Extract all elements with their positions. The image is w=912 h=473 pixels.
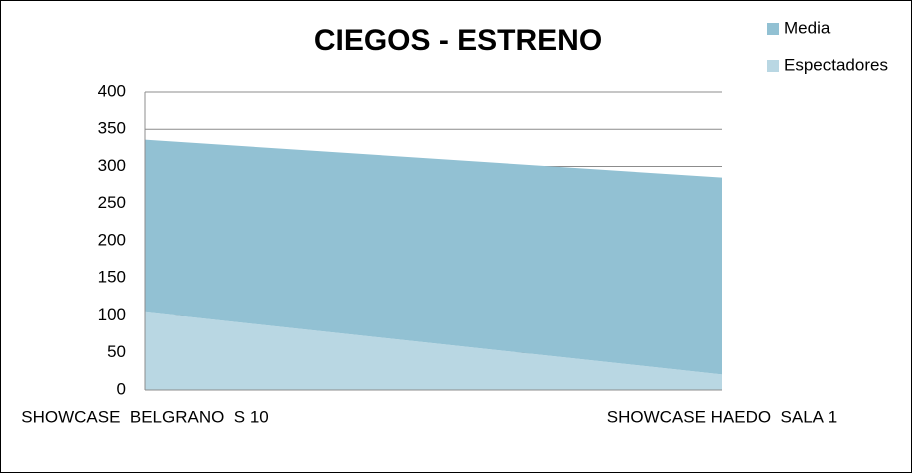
legend-label: Espectadores [784, 55, 888, 74]
y-tick-label: 100 [98, 305, 126, 324]
legend-swatch [767, 60, 779, 72]
y-tick-label: 0 [117, 379, 126, 398]
x-tick-label: SHOWCASE HAEDO SALA 1 [607, 407, 838, 426]
y-tick-label: 400 [98, 81, 126, 100]
y-tick-label: 200 [98, 230, 126, 249]
y-tick-label: 300 [98, 156, 126, 175]
x-tick-label: SHOWCASE BELGRANO S 10 [21, 407, 269, 426]
area [145, 311, 722, 390]
area [145, 139, 722, 375]
legend-label: Media [784, 18, 831, 37]
y-tick-label: 350 [98, 119, 126, 138]
chart-title: CIEGOS - ESTRENO [314, 24, 602, 57]
y-tick-label: 50 [107, 342, 126, 361]
legend-swatch [767, 23, 779, 35]
y-tick-label: 150 [98, 268, 126, 287]
y-tick-label: 250 [98, 193, 126, 212]
